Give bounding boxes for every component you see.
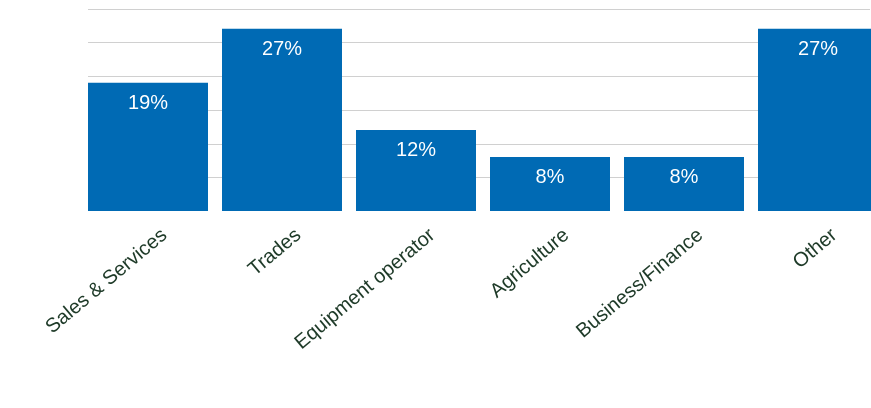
bar-0 (88, 82, 208, 211)
bar-value-label-0: 19% (128, 92, 168, 114)
bar-value-label-1: 27% (262, 38, 302, 60)
bar-value-label-5: 27% (798, 38, 838, 60)
bars (88, 28, 871, 211)
bar-value-label-2: 12% (396, 139, 436, 161)
bar-4 (624, 157, 744, 211)
bar-value-label-4: 8% (670, 166, 699, 188)
bar-1 (222, 28, 342, 211)
bar-value-label-3: 8% (536, 166, 565, 188)
category-label-2: Equipment operator (291, 224, 440, 354)
category-label-1: Trades (244, 224, 305, 280)
bar-2 (356, 130, 476, 211)
category-label-0: Sales & Services (41, 224, 171, 338)
bar-value-labels: 19% 27% 12% 8% 8% 27% (128, 38, 838, 188)
bar-3 (490, 157, 610, 211)
category-label-5: Other (789, 224, 842, 273)
category-label-3: Agriculture (486, 224, 573, 302)
category-label-4: Business/Finance (572, 224, 707, 342)
bar-5 (758, 28, 871, 211)
